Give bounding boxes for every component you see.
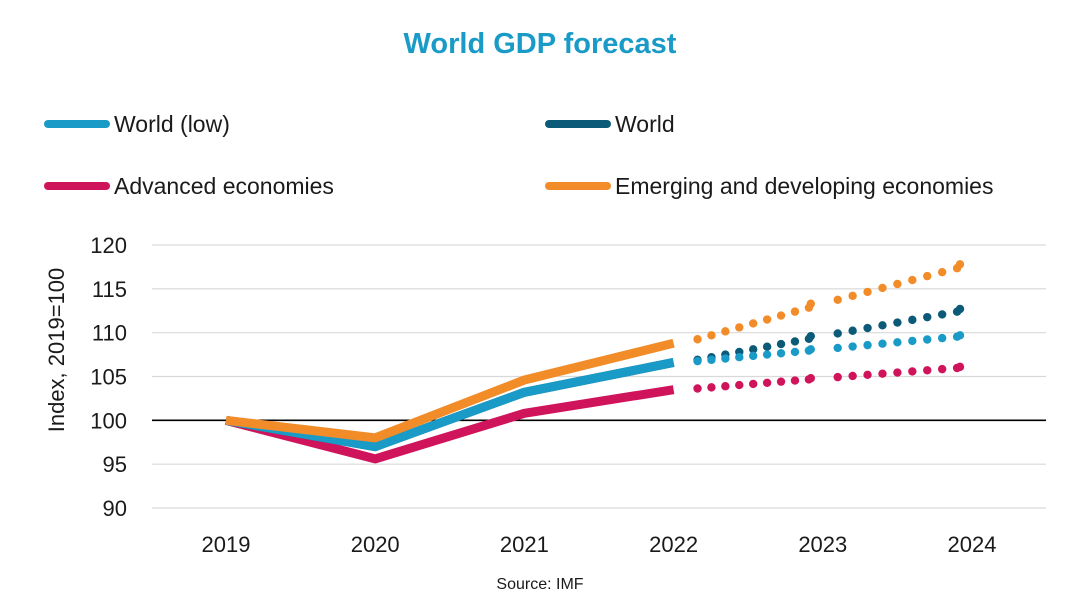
forecast-dot-world-low (707, 355, 716, 365)
y-tick-label: 115 (92, 277, 127, 302)
forecast-dot-emerging-and-developing-economies (721, 327, 730, 336)
forecast-dot-emerging-and-developing-economies (762, 315, 772, 324)
chart-title: World GDP forecast (403, 28, 677, 60)
forecast-dot-emerging-and-developing-economies (863, 287, 872, 297)
forecast-dot-world (908, 315, 917, 325)
y-tick-label: 105 (90, 365, 127, 390)
forecast-dot-world (893, 318, 902, 327)
forecast-dot-advanced-economies (833, 372, 842, 382)
forecast-dot-advanced-economies (848, 371, 857, 381)
forecast-dot-emerging-and-developing-economies (923, 271, 932, 281)
legend-item-emerging: Emerging and developing economies (545, 171, 993, 201)
legend-swatch-world-low (44, 120, 110, 128)
forecast-dot-world-low (863, 340, 872, 350)
forecast-dot-emerging-and-developing-economies (937, 267, 947, 277)
forecast-dot-world-low (762, 350, 772, 359)
x-tick-label: 2019 (202, 532, 251, 557)
forecast-dot-advanced-economies (806, 374, 815, 383)
forecast-dot-world (863, 323, 872, 333)
forecast-dot-world-low (806, 345, 815, 354)
forecast-dot-world (955, 304, 965, 314)
forecast-dot-emerging-and-developing-economies (776, 311, 786, 320)
legend-label-world: World (615, 110, 675, 137)
forecast-dot-advanced-economies (937, 364, 947, 374)
forecast-dot-world (848, 326, 857, 335)
forecast-dot-world-low (937, 333, 947, 343)
forecast-dot-advanced-economies (776, 377, 786, 386)
x-tick-label: 2020 (351, 532, 400, 557)
y-tick-label: 120 (90, 233, 127, 258)
y-tick-label: 90 (103, 496, 127, 521)
forecast-dot-advanced-economies (693, 384, 702, 393)
forecast-dot-world-low (893, 338, 902, 347)
forecast-dot-world (762, 342, 772, 351)
forecast-dot-advanced-economies (721, 382, 730, 391)
series-line-advanced-economies (224, 385, 675, 464)
forecast-dot-world (833, 329, 842, 338)
forecast-dot-advanced-economies (735, 380, 744, 390)
forecast-dot-emerging-and-developing-economies (878, 283, 887, 293)
forecast-dot-world-low (721, 354, 730, 363)
forecast-dot-world (749, 345, 758, 354)
legend-label-world-low: World (low) (114, 110, 230, 137)
forecast-dot-emerging-and-developing-economies (735, 323, 744, 332)
legend-swatch-advanced (44, 182, 110, 190)
forecast-dot-advanced-economies (908, 367, 917, 376)
forecast-dot-world (790, 337, 800, 346)
legend-label-advanced: Advanced economies (114, 172, 334, 199)
legend-item-world: World (545, 109, 675, 139)
x-tick-label: 2021 (500, 532, 549, 557)
forecast-dot-emerging-and-developing-economies (749, 319, 758, 328)
legend-swatch-emerging (545, 182, 611, 190)
forecast-dot-emerging-and-developing-economies (693, 335, 702, 344)
forecast-dot-world-low (908, 336, 917, 346)
forecast-dot-emerging-and-developing-economies (806, 299, 815, 308)
y-tick-label: 100 (90, 408, 127, 433)
forecast-dot-world (937, 310, 947, 319)
forecast-dot-advanced-economies (863, 370, 872, 380)
legend-swatch-world (545, 120, 611, 128)
forecast-dot-emerging-and-developing-economies (790, 307, 800, 316)
forecast-dot-world-low (955, 331, 965, 340)
forecast-dot-emerging-and-developing-economies (908, 275, 917, 285)
forecast-dot-advanced-economies (893, 368, 902, 377)
source-note: Source: IMF (496, 576, 584, 593)
forecast-dot-advanced-economies (790, 376, 800, 385)
forecast-dot-emerging-and-developing-economies (848, 291, 857, 301)
forecast-dot-world-low (735, 353, 744, 362)
forecast-dot-emerging-and-developing-economies (707, 331, 716, 340)
forecast-dot-advanced-economies (878, 369, 887, 378)
series-line-emerging-and-developing-economies (225, 338, 675, 443)
forecast-dot-world-low (878, 339, 887, 348)
legend-item-world-low: World (low) (44, 109, 230, 139)
forecast-dot-world (878, 321, 887, 330)
forecast-dot-advanced-economies (749, 379, 758, 389)
forecast-dot-advanced-economies (762, 378, 772, 388)
y-tick-label: 110 (92, 321, 127, 346)
forecast-dot-world-low (776, 349, 786, 358)
forecast-dot-advanced-economies (923, 366, 932, 375)
x-tick-label: 2023 (798, 532, 847, 557)
forecast-dot-emerging-and-developing-economies (833, 295, 842, 304)
forecast-dot-world-low (923, 335, 932, 344)
x-tick-label: 2022 (649, 532, 698, 557)
forecast-dot-world (923, 312, 932, 322)
forecast-dot-emerging-and-developing-economies (955, 260, 965, 269)
x-tick-label: 2024 (948, 532, 997, 557)
y-axis-title: Index, 2019=100 (44, 268, 69, 433)
forecast-dot-advanced-economies (955, 362, 965, 372)
forecast-dot-world-low (693, 356, 702, 366)
forecast-dot-world-low (749, 351, 758, 361)
legend-label-emerging: Emerging and developing economies (615, 172, 994, 199)
forecast-dot-world (776, 339, 786, 349)
forecast-dot-world-low (833, 343, 842, 353)
forecast-dot-world-low (848, 342, 857, 351)
forecast-dot-emerging-and-developing-economies (893, 279, 902, 289)
forecast-dot-advanced-economies (707, 383, 716, 392)
forecast-dot-world (806, 331, 815, 341)
y-tick-label: 95 (103, 452, 127, 477)
legend-item-advanced: Advanced economies (44, 171, 334, 201)
forecast-dot-world-low (790, 347, 800, 357)
